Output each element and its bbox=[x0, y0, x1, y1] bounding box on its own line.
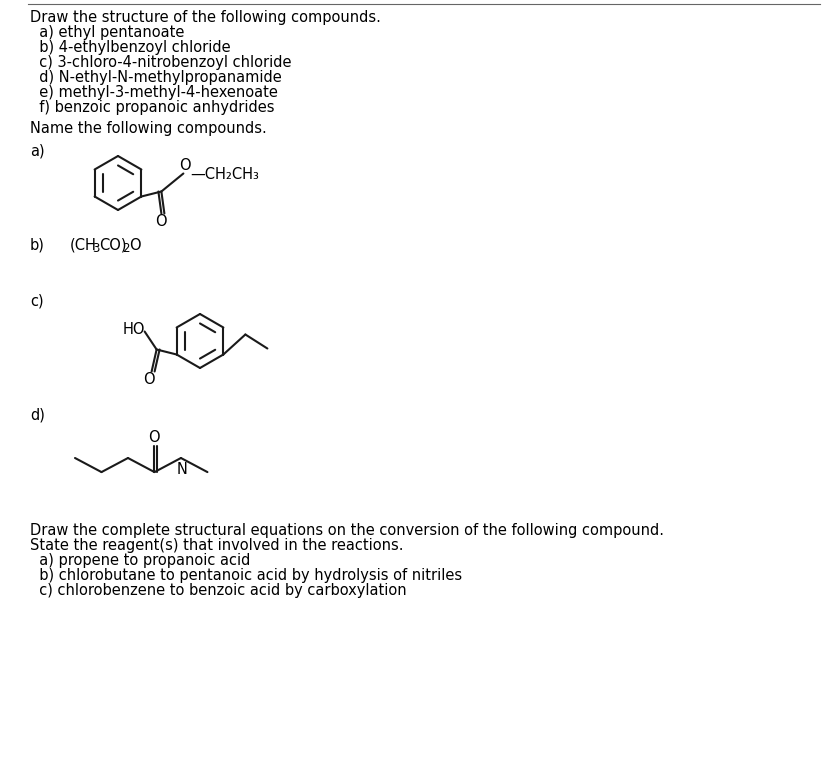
Text: c): c) bbox=[30, 293, 44, 308]
Text: b) chlorobutane to pentanoic acid by hydrolysis of nitriles: b) chlorobutane to pentanoic acid by hyd… bbox=[30, 568, 462, 583]
Text: O: O bbox=[147, 430, 159, 445]
Text: e) methyl-3-methyl-4-hexenoate: e) methyl-3-methyl-4-hexenoate bbox=[30, 85, 278, 100]
Text: O: O bbox=[156, 214, 167, 230]
Text: CO): CO) bbox=[99, 238, 127, 253]
Text: f) benzoic propanoic anhydrides: f) benzoic propanoic anhydrides bbox=[30, 100, 274, 115]
Text: Name the following compounds.: Name the following compounds. bbox=[30, 121, 267, 136]
Text: Draw the structure of the following compounds.: Draw the structure of the following comp… bbox=[30, 10, 381, 25]
Text: 3: 3 bbox=[92, 242, 100, 255]
Text: a): a) bbox=[30, 143, 44, 158]
Text: d) N-ethyl-N-methylpropanamide: d) N-ethyl-N-methylpropanamide bbox=[30, 70, 282, 85]
Text: O: O bbox=[129, 238, 141, 253]
Text: Draw the complete structural equations on the conversion of the following compou: Draw the complete structural equations o… bbox=[30, 523, 664, 538]
Text: —CH₂CH₃: —CH₂CH₃ bbox=[190, 167, 260, 182]
Text: 2: 2 bbox=[122, 242, 129, 255]
Text: State the reagent(s) that involved in the reactions.: State the reagent(s) that involved in th… bbox=[30, 538, 404, 553]
Text: a) propene to propanoic acid: a) propene to propanoic acid bbox=[30, 553, 250, 568]
Text: d): d) bbox=[30, 408, 44, 423]
Text: N: N bbox=[177, 462, 188, 477]
Text: c) chlorobenzene to benzoic acid by carboxylation: c) chlorobenzene to benzoic acid by carb… bbox=[30, 583, 406, 598]
Text: c) 3-chloro-4-nitrobenzoyl chloride: c) 3-chloro-4-nitrobenzoyl chloride bbox=[30, 55, 292, 70]
Text: HO: HO bbox=[123, 322, 145, 337]
Text: (CH: (CH bbox=[70, 238, 97, 253]
Text: b) 4-ethylbenzoyl chloride: b) 4-ethylbenzoyl chloride bbox=[30, 40, 231, 55]
Text: b): b) bbox=[30, 238, 44, 253]
Text: O: O bbox=[180, 157, 191, 173]
Text: O: O bbox=[143, 372, 154, 388]
Text: a) ethyl pentanoate: a) ethyl pentanoate bbox=[30, 25, 185, 40]
